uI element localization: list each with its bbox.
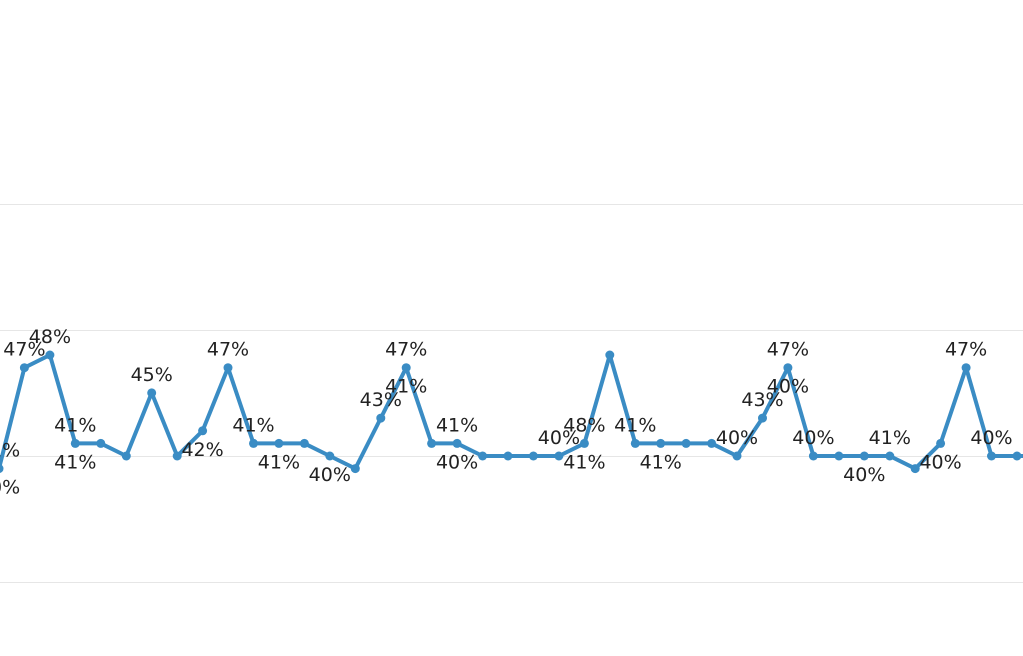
data-point: [503, 451, 513, 461]
data-point: [579, 438, 589, 448]
data-label: 48%: [563, 414, 605, 436]
data-point: [707, 438, 717, 448]
data-point: [783, 363, 793, 373]
data-label: 42%: [181, 439, 223, 461]
data-point: [630, 438, 640, 448]
data-point: [198, 426, 208, 436]
data-point: [325, 451, 335, 461]
data-point: [147, 388, 157, 398]
data-label: 41%: [54, 451, 96, 473]
data-point: [223, 363, 233, 373]
data-label: 40%: [309, 464, 351, 486]
data-point: [427, 438, 437, 448]
data-point: [249, 438, 258, 448]
data-point: [681, 438, 691, 448]
data-point: [45, 350, 55, 360]
data-point: [401, 363, 411, 373]
data-label: 47%: [385, 339, 427, 361]
data-point: [0, 464, 4, 473]
data-label: 41%: [614, 414, 656, 436]
data-label: 40%: [716, 427, 758, 449]
data-label: 43%: [741, 389, 783, 411]
data-label: 41%: [258, 451, 300, 473]
data-point: [732, 451, 742, 461]
data-point: [528, 451, 538, 461]
data-label: 41%: [385, 376, 427, 398]
data-label: 47%: [207, 339, 249, 361]
data-point: [554, 451, 564, 461]
data-label: 40%: [767, 376, 809, 398]
data-point: [172, 451, 182, 461]
data-label: 40%: [919, 451, 961, 473]
data-point: [70, 438, 80, 448]
data-point: [350, 464, 360, 474]
data-point: [121, 451, 131, 461]
data-point: [478, 451, 488, 461]
data-point: [605, 350, 615, 360]
data-point: [274, 438, 284, 448]
data-label: 41%: [436, 414, 478, 436]
data-point: [656, 438, 666, 448]
data-point: [1012, 451, 1022, 461]
data-label: 41%: [869, 427, 911, 449]
data-label: 47%: [945, 339, 987, 361]
data-point: [376, 413, 386, 423]
data-label: 41%: [0, 440, 20, 462]
data-point: [19, 363, 29, 373]
data-label: 40%: [843, 464, 885, 486]
data-point: [987, 451, 996, 461]
data-point: [961, 363, 971, 373]
data-label: 41%: [232, 414, 274, 436]
data-label: 40%: [538, 427, 580, 449]
data-points: [0, 350, 1022, 474]
data-point: [808, 451, 818, 461]
data-label: 48%: [29, 326, 71, 348]
data-point: [96, 438, 106, 448]
data-label: 40%: [0, 477, 20, 499]
data-labels: 41%40%47%48%41%41%45%42%47%41%41%40%43%4…: [0, 326, 1013, 499]
data-label: 43%: [360, 389, 402, 411]
data-point: [834, 451, 844, 461]
data-point: [859, 451, 869, 461]
data-label: 40%: [792, 427, 834, 449]
data-label: 45%: [131, 364, 173, 386]
data-label: 41%: [640, 451, 682, 473]
data-point: [936, 438, 946, 448]
data-point: [910, 464, 920, 474]
data-label: 41%: [54, 414, 96, 436]
data-point: [885, 451, 895, 461]
data-label: 41%: [563, 451, 605, 473]
data-label: 47%: [3, 339, 45, 361]
data-label: 40%: [970, 427, 1012, 449]
data-point: [299, 438, 309, 448]
data-label: 40%: [436, 451, 478, 473]
data-label: 47%: [767, 339, 809, 361]
data-point: [452, 438, 462, 448]
data-point: [758, 413, 767, 423]
